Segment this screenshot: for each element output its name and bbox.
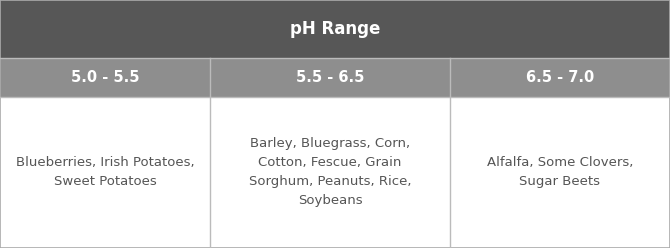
Bar — [0, 58, 670, 97]
Text: Barley, Bluegrass, Corn,
Cotton, Fescue, Grain
Sorghum, Peanuts, Rice,
Soybeans: Barley, Bluegrass, Corn, Cotton, Fescue,… — [249, 137, 411, 207]
Text: 5.5 - 6.5: 5.5 - 6.5 — [295, 70, 364, 85]
Text: pH Range: pH Range — [290, 20, 380, 38]
Bar — [0, 0, 670, 58]
Text: 5.0 - 5.5: 5.0 - 5.5 — [71, 70, 139, 85]
Text: Alfalfa, Some Clovers,
Sugar Beets: Alfalfa, Some Clovers, Sugar Beets — [487, 156, 633, 188]
Bar — [0, 97, 670, 248]
Text: Blueberries, Irish Potatoes,
Sweet Potatoes: Blueberries, Irish Potatoes, Sweet Potat… — [15, 156, 194, 188]
Text: 6.5 - 7.0: 6.5 - 7.0 — [526, 70, 594, 85]
